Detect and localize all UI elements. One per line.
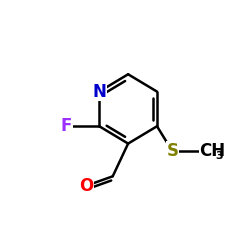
Text: F: F	[61, 117, 72, 135]
Text: N: N	[92, 82, 106, 100]
Text: O: O	[79, 177, 93, 195]
Text: S: S	[166, 142, 178, 160]
Text: 3: 3	[215, 150, 223, 160]
Text: CH: CH	[199, 142, 226, 160]
